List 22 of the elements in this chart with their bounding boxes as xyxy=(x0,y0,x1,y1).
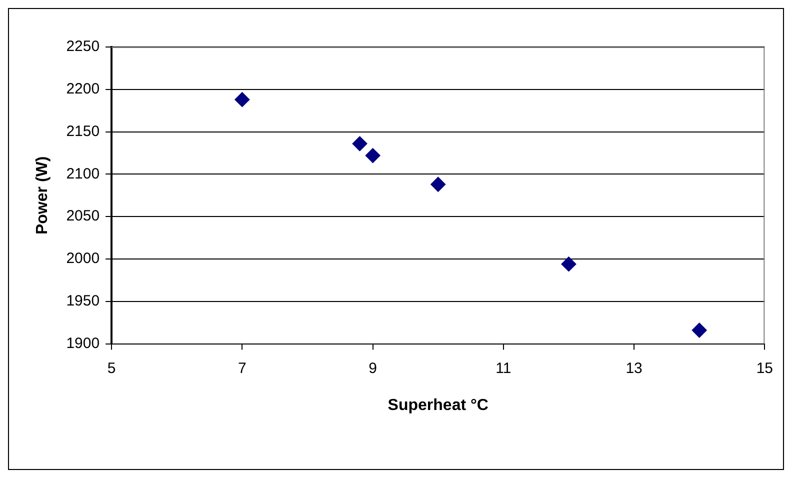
y-tick-label: 1900 xyxy=(66,334,100,352)
x-tick-label: 15 xyxy=(756,360,773,377)
x-tick-label: 5 xyxy=(107,360,116,377)
y-tick-label: 2250 xyxy=(66,38,100,56)
y-tick-label: 2100 xyxy=(66,165,100,182)
point xyxy=(430,176,446,192)
point xyxy=(561,256,576,272)
point xyxy=(365,148,380,164)
y-tick-label: 2200 xyxy=(66,80,100,98)
y-tick-label: 2150 xyxy=(66,122,100,140)
point xyxy=(352,136,368,152)
point xyxy=(692,322,707,338)
x-tick-label: 7 xyxy=(238,360,246,377)
x-tick-label: 13 xyxy=(626,360,642,377)
y-axis-title: Power (W) xyxy=(34,156,52,235)
x-axis-title: Superheat °C xyxy=(388,396,489,414)
y-tick-label: 1950 xyxy=(66,292,100,310)
y-tick-label: 2000 xyxy=(66,250,100,268)
point xyxy=(234,92,250,108)
x-tick-label: 9 xyxy=(368,360,377,377)
y-tick-label: 2050 xyxy=(66,208,100,225)
x-tick-label: 11 xyxy=(496,360,512,377)
